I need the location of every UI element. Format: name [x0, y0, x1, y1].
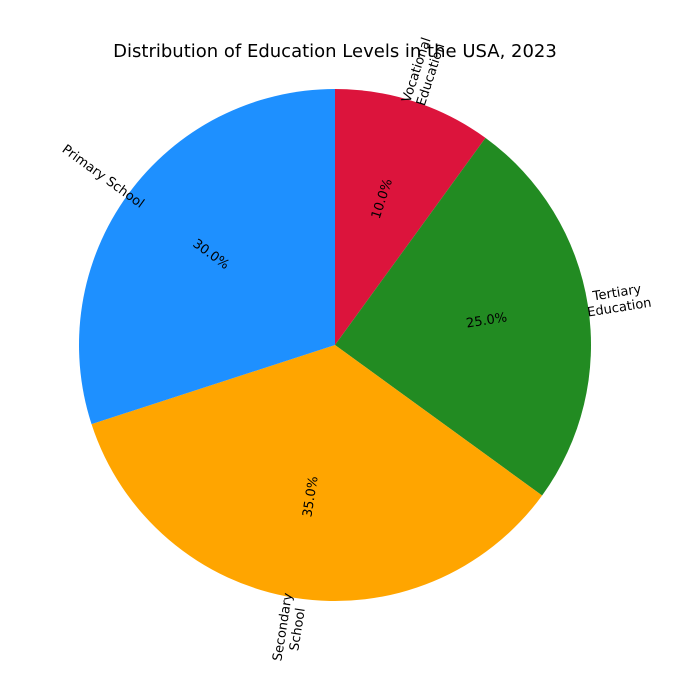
slice-category-label: TertiaryEducation [584, 281, 653, 321]
slice-category-label: SecondarySchool [270, 592, 310, 665]
slice-percentage-label: 35.0% [300, 475, 321, 518]
pie-slice-primary-school [78, 89, 335, 425]
slice-category-label: Primary School [59, 142, 147, 211]
pie-slice-vocational-education [335, 89, 486, 345]
pie-slice-secondary-school [91, 345, 543, 601]
pie-slices [78, 89, 591, 601]
chart-title: Distribution of Education Levels in the … [113, 41, 557, 62]
slice-percentage-label: 25.0% [465, 310, 508, 331]
pie-slice-tertiary-education [335, 137, 591, 496]
